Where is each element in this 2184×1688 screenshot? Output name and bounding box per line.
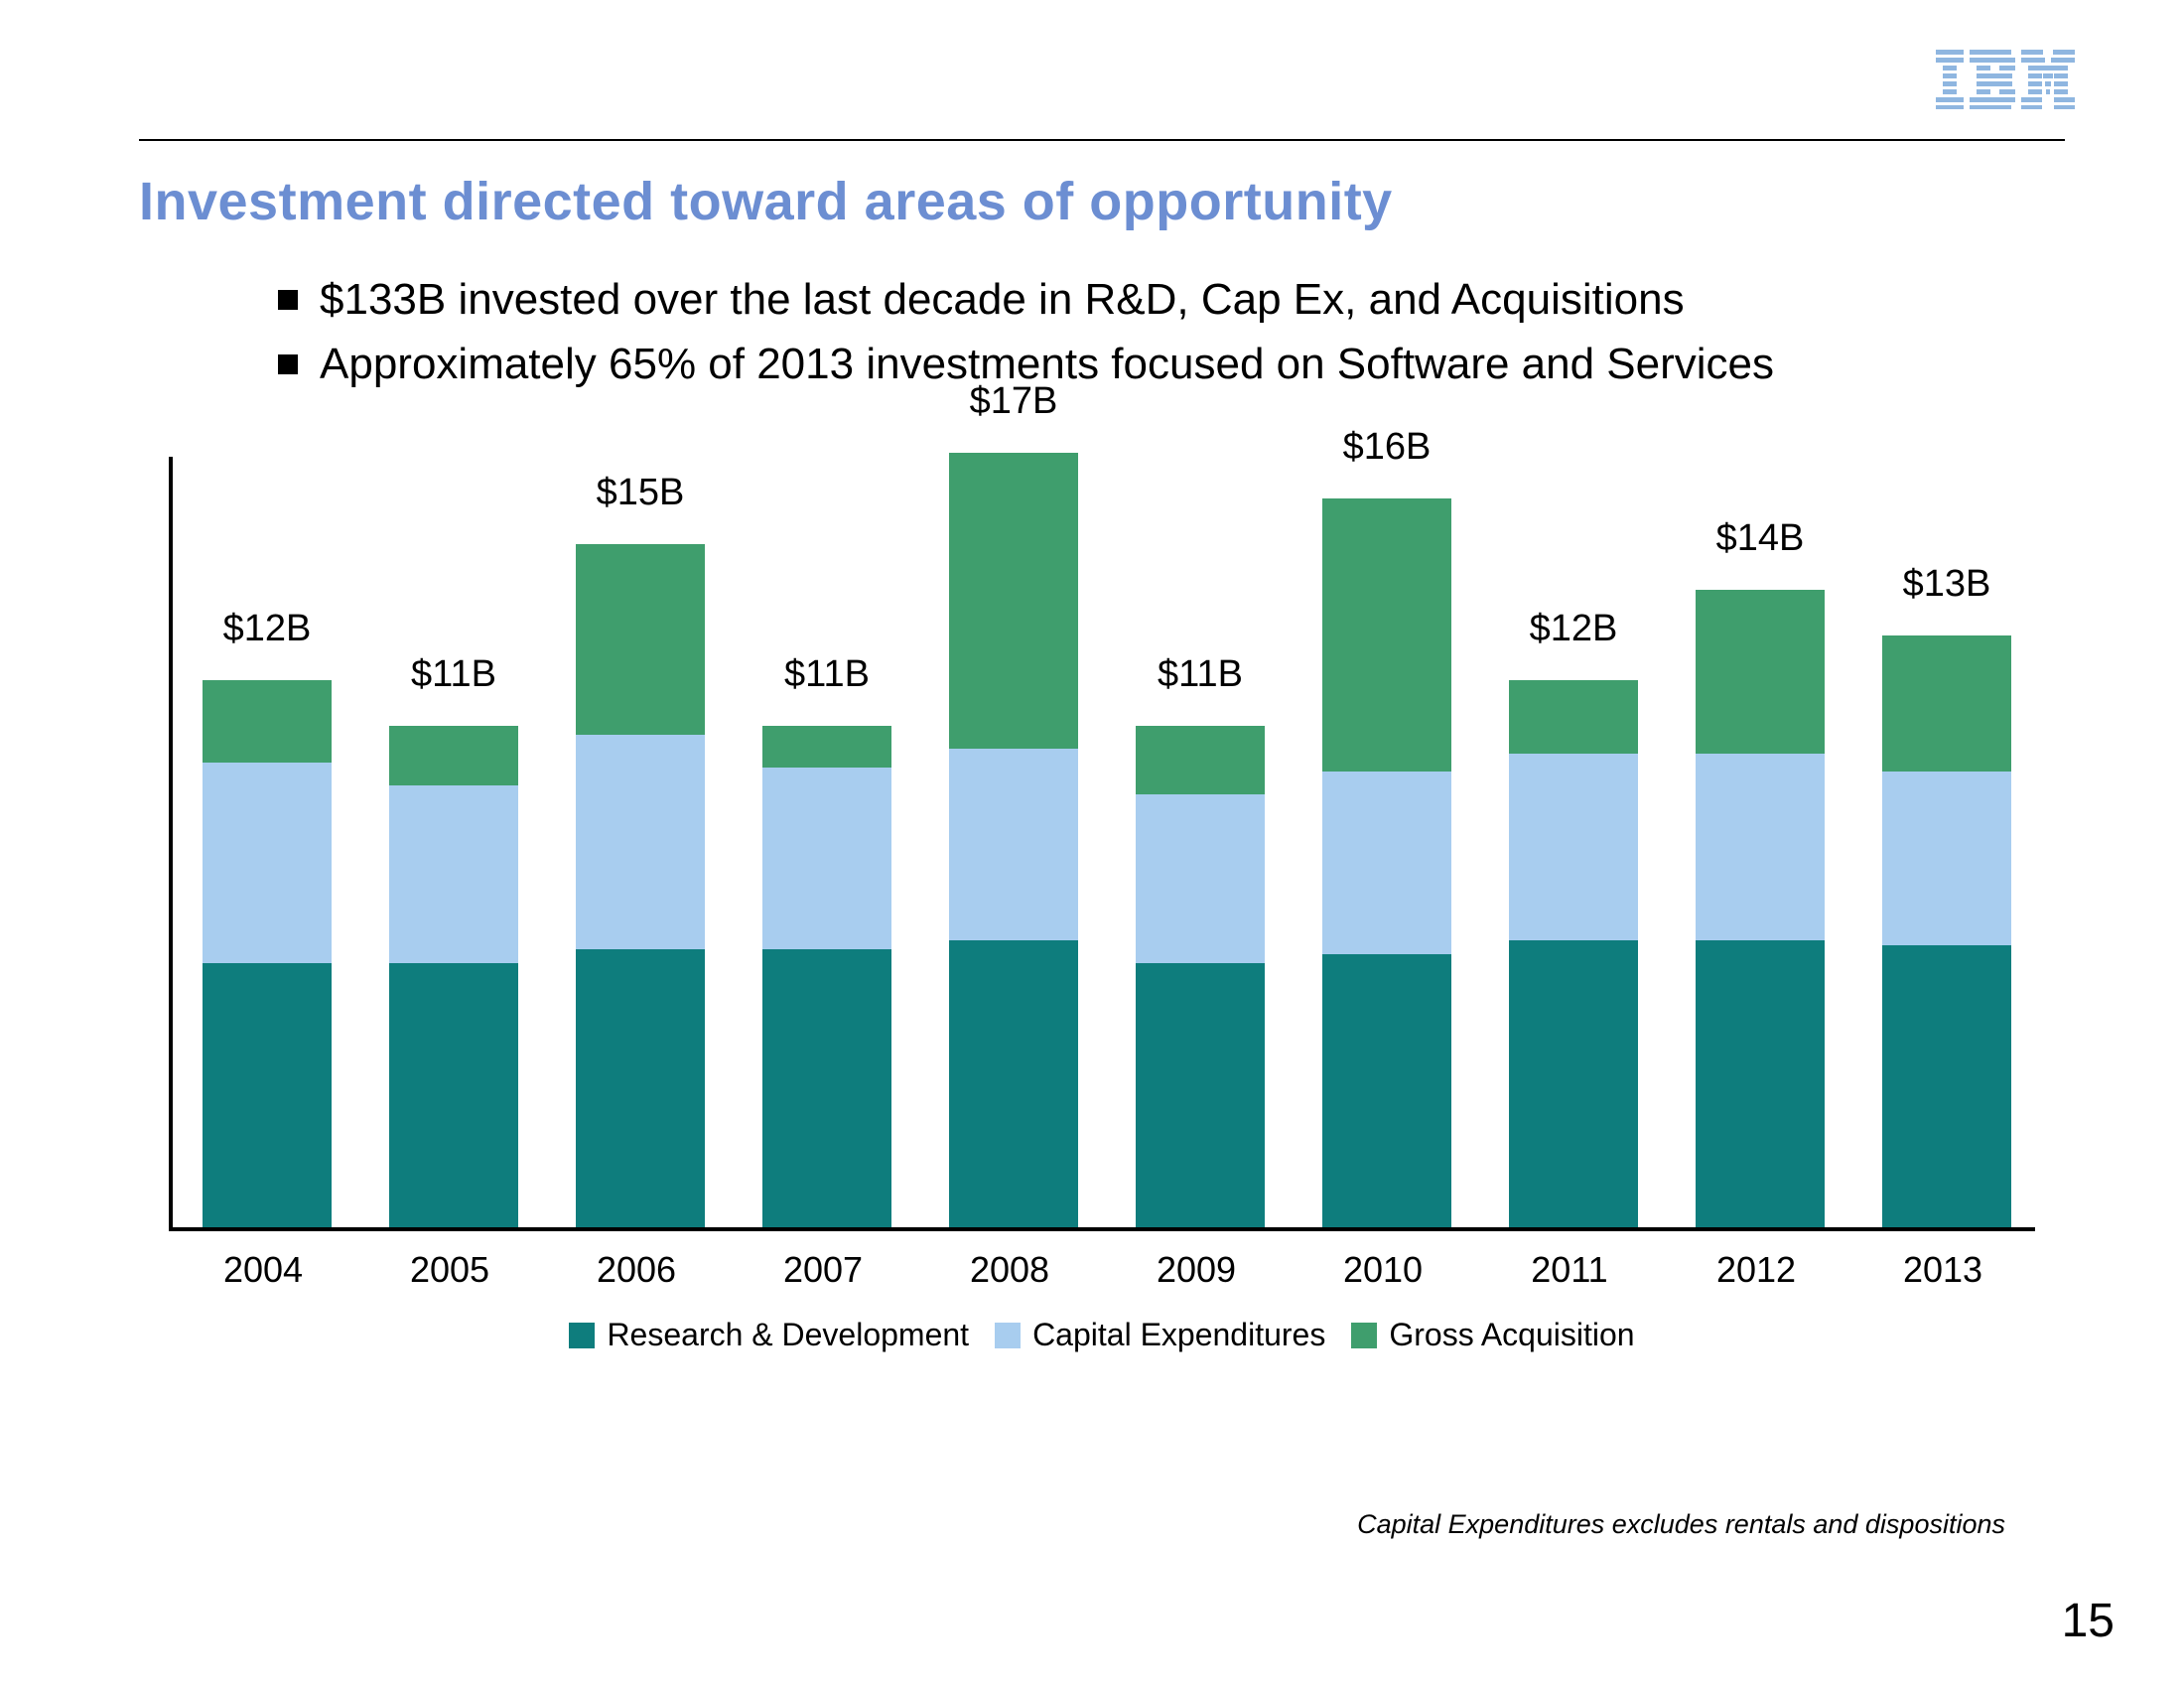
bullet-text: $133B invested over the last decade in R… [320,270,1685,329]
divider [139,139,2065,141]
bar-segment [949,940,1078,1227]
bar-segment [1882,635,2011,773]
bar-segment [1322,772,1451,954]
legend-label: Capital Expenditures [1032,1317,1325,1353]
bar-segment [576,949,705,1227]
chart-x-axis: 2004200520062007200820092010201120122013 [169,1249,2035,1309]
slide-title: Investment directed toward areas of oppo… [139,171,2065,232]
x-axis-label: 2013 [1853,1249,2032,1291]
x-axis-label: 2010 [1294,1249,1472,1291]
bar-segment [1696,590,1825,754]
bullet-list: $133B invested over the last decade in R… [278,270,2065,394]
legend-item: Capital Expenditures [995,1317,1325,1353]
bar-column [203,680,332,1227]
x-axis-label: 2009 [1107,1249,1286,1291]
slide: Investment directed toward areas of oppo… [0,0,2184,1688]
bar-segment [1509,680,1638,753]
legend-item: Gross Acquisition [1351,1317,1634,1353]
bar-segment [1696,754,1825,940]
x-axis-label: 2008 [920,1249,1099,1291]
bullet-icon [278,290,298,310]
legend-item: Research & Development [569,1317,969,1353]
bar-segment [1696,940,1825,1227]
bar-segment [762,949,891,1227]
bar-segment [203,763,332,963]
bar-segment [762,726,891,767]
legend-label: Gross Acquisition [1389,1317,1634,1353]
ibm-logo-icon [1936,50,2075,109]
bar-total-label: $11B [364,653,543,696]
bullet-item: $133B invested over the last decade in R… [278,270,2065,329]
x-axis-label: 2004 [174,1249,352,1291]
bar-segment [203,963,332,1227]
bar-segment [576,735,705,949]
bar-total-label: $11B [738,653,916,696]
bar-segment [389,963,518,1227]
bar-column [1509,680,1638,1227]
ibm-logo [1936,50,2075,114]
investment-chart: $12B$11B$15B$11B$17B$11B$16B$12B$14B$13B… [169,457,2035,1350]
bar-segment [1322,498,1451,772]
bar-column [576,544,705,1227]
bar-segment [576,544,705,736]
bar-column [389,726,518,1227]
x-axis-label: 2005 [360,1249,539,1291]
bar-total-label: $12B [178,608,356,650]
legend-swatch [1351,1323,1377,1348]
bullet-icon [278,354,298,374]
bullet-item: Approximately 65% of 2013 investments fo… [278,335,2065,393]
bar-total-label: $11B [1111,653,1290,696]
bar-segment [1882,945,2011,1227]
bar-column [762,726,891,1227]
bar-segment [1322,954,1451,1227]
bar-total-label: $16B [1297,426,1476,469]
x-axis-label: 2012 [1667,1249,1845,1291]
bar-total-label: $12B [1484,608,1663,650]
bar-segment [762,768,891,950]
bar-segment [1136,963,1265,1227]
bar-total-label: $17B [924,380,1103,423]
legend-label: Research & Development [607,1317,969,1353]
x-axis-label: 2006 [547,1249,726,1291]
page-number: 15 [2062,1594,2115,1648]
chart-plot-area: $12B$11B$15B$11B$17B$11B$16B$12B$14B$13B [169,457,2035,1231]
bar-segment [1136,726,1265,794]
bar-segment [203,680,332,763]
bar-column [949,453,1078,1227]
bar-segment [949,453,1078,749]
chart-legend: Research & Development Capital Expenditu… [169,1317,2035,1353]
bar-segment [1509,940,1638,1227]
x-axis-label: 2007 [734,1249,912,1291]
bar-total-label: $14B [1671,517,1849,560]
footnote: Capital Expenditures excludes rentals an… [1357,1509,2005,1540]
bar-column [1696,590,1825,1227]
bar-column [1882,635,2011,1227]
bar-segment [389,785,518,963]
legend-swatch [569,1323,595,1348]
legend-swatch [995,1323,1021,1348]
bar-segment [1136,794,1265,963]
bar-segment [389,726,518,785]
bar-segment [1882,772,2011,944]
bar-segment [949,749,1078,940]
bar-column [1322,498,1451,1227]
bar-total-label: $13B [1857,563,2036,606]
bar-column [1136,726,1265,1227]
x-axis-label: 2011 [1480,1249,1659,1291]
bar-total-label: $15B [551,472,730,514]
bar-segment [1509,754,1638,940]
